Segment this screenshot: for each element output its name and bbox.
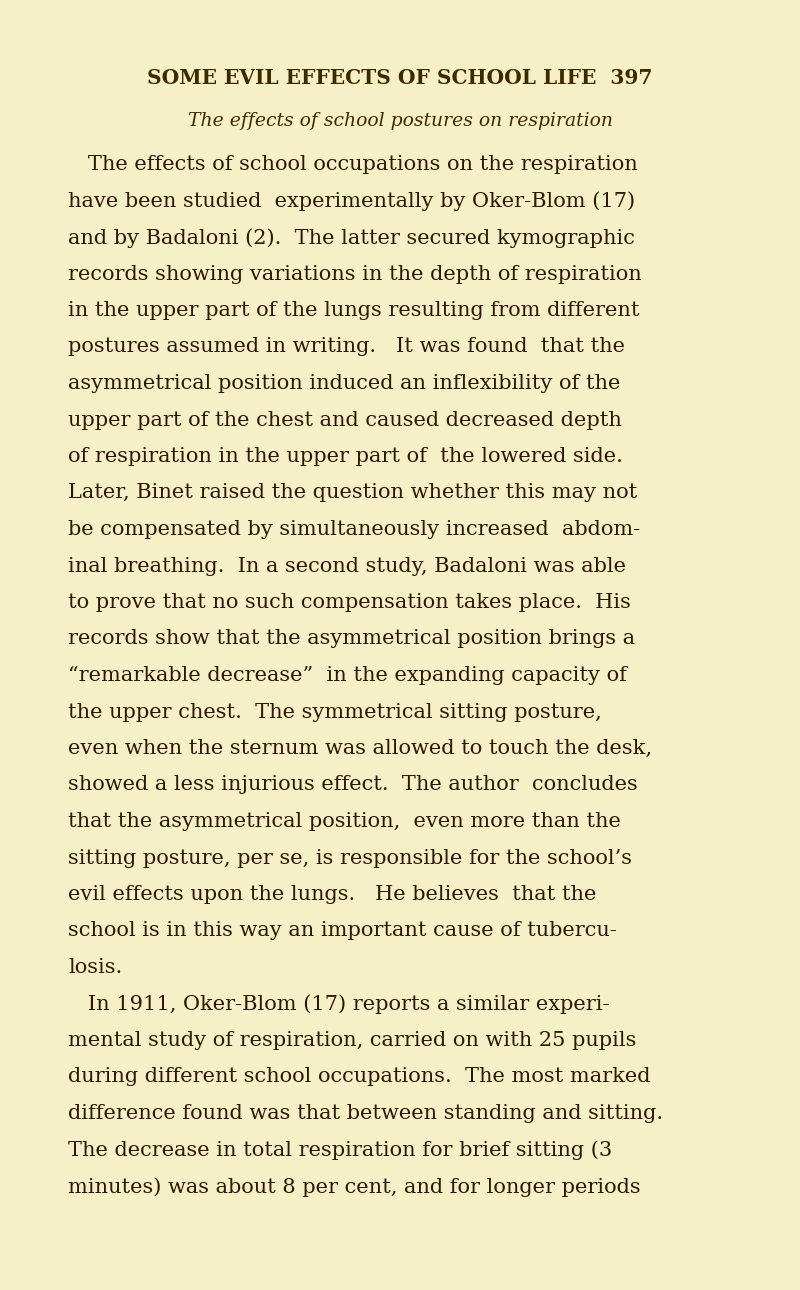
Text: difference found was that between standing and sitting.: difference found was that between standi…: [68, 1104, 663, 1124]
Text: during different school occupations.  The most marked: during different school occupations. The…: [68, 1068, 650, 1086]
Text: of respiration in the upper part of  the lowered side.: of respiration in the upper part of the …: [68, 448, 623, 466]
Text: sitting posture, per se, is responsible for the school’s: sitting posture, per se, is responsible …: [68, 849, 632, 867]
Text: mental study of respiration, carried on with 25 pupils: mental study of respiration, carried on …: [68, 1031, 636, 1050]
Text: The decrease in total respiration for brief sitting (3: The decrease in total respiration for br…: [68, 1140, 612, 1160]
Text: In 1911, Oker-Blom (17) reports a similar experi-: In 1911, Oker-Blom (17) reports a simila…: [68, 995, 610, 1014]
Text: SOME EVIL EFFECTS OF SCHOOL LIFE  397: SOME EVIL EFFECTS OF SCHOOL LIFE 397: [147, 68, 653, 88]
Text: “remarkable decrease”  in the expanding capacity of: “remarkable decrease” in the expanding c…: [68, 666, 627, 685]
Text: the upper chest.  The symmetrical sitting posture,: the upper chest. The symmetrical sitting…: [68, 703, 602, 721]
Text: postures assumed in writing.   It was found  that the: postures assumed in writing. It was foun…: [68, 338, 625, 356]
Text: even when the sternum was allowed to touch the desk,: even when the sternum was allowed to tou…: [68, 739, 652, 759]
Text: asymmetrical position induced an inflexibility of the: asymmetrical position induced an inflexi…: [68, 374, 620, 393]
Text: losis.: losis.: [68, 958, 122, 977]
Text: upper part of the chest and caused decreased depth: upper part of the chest and caused decre…: [68, 410, 622, 430]
Text: school is in this way an important cause of tubercu-: school is in this way an important cause…: [68, 921, 617, 940]
Text: minutes) was about 8 per cent, and for longer periods: minutes) was about 8 per cent, and for l…: [68, 1176, 641, 1197]
Text: inal breathing.  In a second study, Badaloni was able: inal breathing. In a second study, Badal…: [68, 556, 626, 575]
Text: in the upper part of the lungs resulting from different: in the upper part of the lungs resulting…: [68, 301, 639, 320]
Text: that the asymmetrical position,  even more than the: that the asymmetrical position, even mor…: [68, 811, 621, 831]
Text: records showing variations in the depth of respiration: records showing variations in the depth …: [68, 264, 642, 284]
Text: The effects of school occupations on the respiration: The effects of school occupations on the…: [68, 155, 638, 174]
Text: have been studied  experimentally by Oker-Blom (17): have been studied experimentally by Oker…: [68, 191, 635, 212]
Text: evil effects upon the lungs.   He believes  that the: evil effects upon the lungs. He believes…: [68, 885, 596, 904]
Text: be compensated by simultaneously increased  abdom-: be compensated by simultaneously increas…: [68, 520, 640, 539]
Text: showed a less injurious effect.  The author  concludes: showed a less injurious effect. The auth…: [68, 775, 638, 795]
Text: to prove that no such compensation takes place.  His: to prove that no such compensation takes…: [68, 593, 631, 611]
Text: Later, Binet raised the question whether this may not: Later, Binet raised the question whether…: [68, 484, 638, 503]
Text: The effects of school postures on respiration: The effects of school postures on respir…: [187, 112, 613, 130]
Text: and by Badaloni (2).  The latter secured kymographic: and by Badaloni (2). The latter secured …: [68, 228, 635, 248]
Text: records show that the asymmetrical position brings a: records show that the asymmetrical posit…: [68, 630, 635, 649]
